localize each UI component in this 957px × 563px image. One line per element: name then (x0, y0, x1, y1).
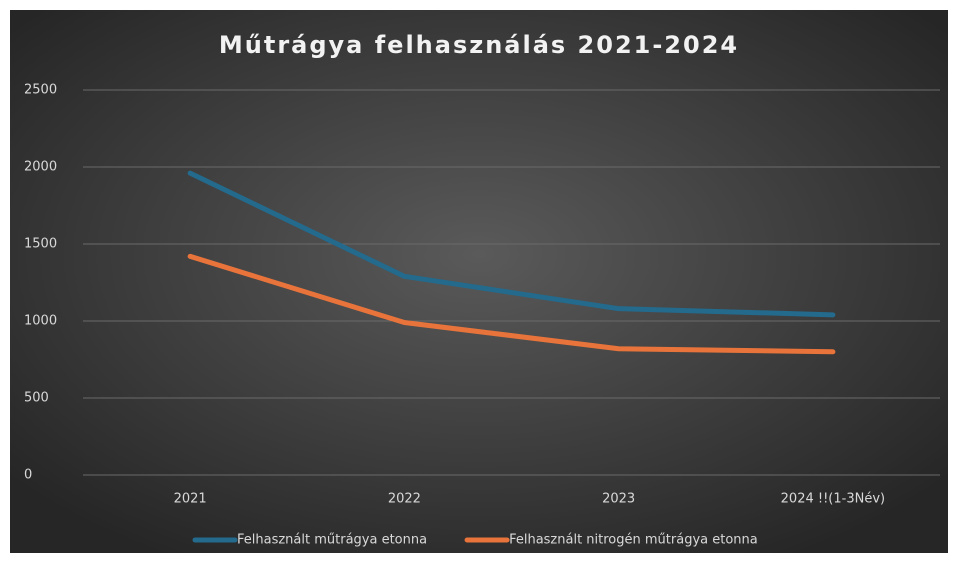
legend-label: Felhasznált műtrágya etonna (237, 533, 427, 548)
y-tick-label: 1000 (24, 314, 57, 329)
chart-title: Műtrágya felhasználás 2021-2024 (219, 31, 739, 59)
series-line (187, 170, 836, 318)
y-tick-label: 0 (24, 468, 32, 483)
x-tick-label: 2023 (602, 492, 635, 507)
legend-label: Felhasznált nitrogén műtrágya etonna (509, 533, 758, 548)
x-tick-label: 2024 !!(1-3Név) (781, 492, 885, 507)
y-tick-label: 1500 (24, 237, 57, 252)
series-line (187, 253, 836, 355)
x-tick-label: 2021 (174, 492, 207, 507)
y-tick-label: 500 (24, 391, 49, 406)
y-tick-label: 2000 (24, 160, 57, 175)
x-tick-label: 2022 (388, 492, 421, 507)
chart-background (10, 10, 948, 553)
y-tick-label: 2500 (24, 83, 57, 98)
